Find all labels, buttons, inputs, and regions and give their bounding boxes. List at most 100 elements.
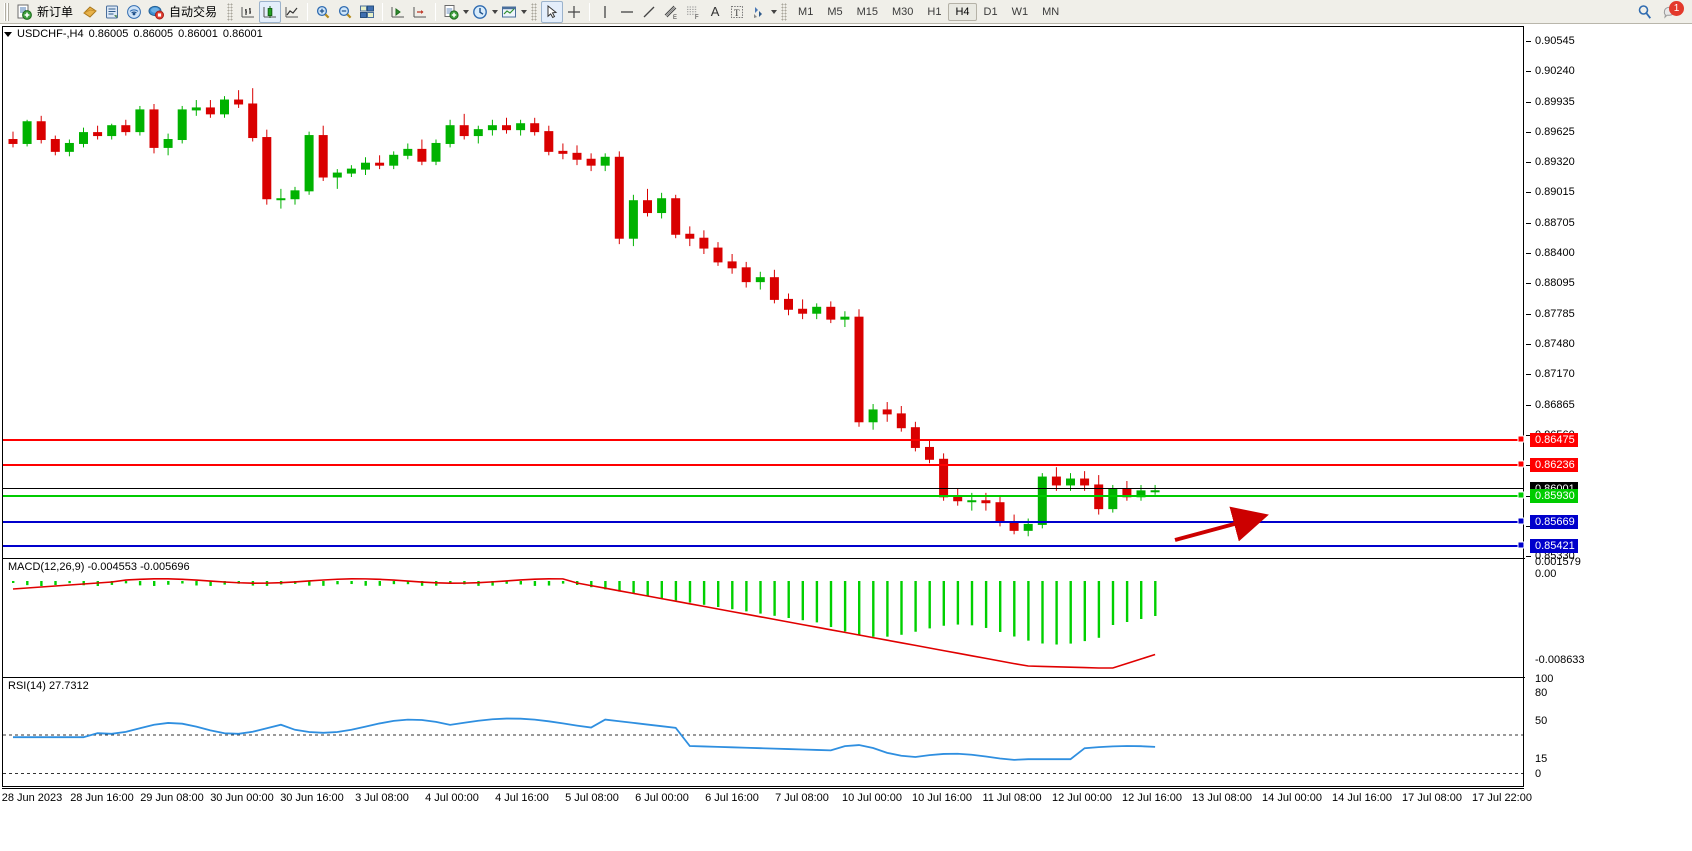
timeframe-m1[interactable]: M1 bbox=[798, 5, 814, 18]
text-label-button[interactable]: T bbox=[726, 1, 748, 23]
candlestick-chart-button[interactable] bbox=[259, 0, 282, 23]
signals-button[interactable] bbox=[123, 1, 145, 23]
plot-frame[interactable]: MACD(12,26,9) -0.004553 -0.005696 RSI(14… bbox=[2, 26, 1525, 787]
chart-symbol-header[interactable]: USDCHF-,H4 0.86005 0.86005 0.86001 0.860… bbox=[4, 28, 263, 40]
time-axis[interactable]: 28 Jun 2023 28 Jun 16:00 29 Jun 08:00 30 Ju… bbox=[2, 789, 1532, 809]
timeframe-mn[interactable]: MN bbox=[1042, 5, 1060, 18]
macd-histogram-bar bbox=[1013, 581, 1016, 637]
price-line-support-green[interactable] bbox=[3, 495, 1523, 497]
toolbar-grip-2[interactable] bbox=[227, 2, 234, 21]
price-line-handle[interactable] bbox=[1517, 435, 1525, 443]
price-line-resistance-2[interactable] bbox=[3, 464, 1523, 466]
notifications-button[interactable]: 1 bbox=[1662, 0, 1684, 21]
toolbar-grip-4[interactable] bbox=[781, 2, 788, 21]
macd-histogram-bar bbox=[745, 581, 748, 612]
price-line-support-blue-1[interactable] bbox=[3, 521, 1523, 523]
macd-signal-line bbox=[12, 578, 1156, 669]
time-axis-label: 10 Jul 00:00 bbox=[842, 792, 902, 804]
templates-dropdown-arrow[interactable] bbox=[521, 9, 528, 14]
price-axis-tick bbox=[1526, 192, 1531, 194]
timeframe-h4[interactable]: H4 bbox=[948, 2, 977, 21]
timeframe-w1[interactable]: W1 bbox=[1011, 5, 1029, 18]
horizontal-line-button[interactable] bbox=[616, 1, 638, 23]
candle-body bbox=[643, 200, 652, 214]
price-line-handle[interactable] bbox=[1517, 491, 1525, 499]
ohlc-high: 0.86005 bbox=[133, 28, 174, 40]
chart-menu-triangle-icon[interactable] bbox=[4, 31, 12, 37]
toolbar-grip[interactable] bbox=[3, 2, 10, 21]
candle-body bbox=[572, 152, 582, 160]
candle-body bbox=[1066, 478, 1075, 486]
price-line-handle[interactable] bbox=[1517, 460, 1525, 468]
crosshair-button[interactable] bbox=[563, 1, 585, 23]
zoom-in-button[interactable] bbox=[312, 1, 334, 23]
cursor-button[interactable] bbox=[541, 0, 564, 23]
autotrading-button[interactable]: 自动交易 bbox=[145, 1, 223, 23]
search-icon[interactable] bbox=[1636, 3, 1654, 21]
macd-histogram-bar bbox=[1069, 581, 1072, 644]
toolbar-grip-3[interactable] bbox=[531, 2, 538, 21]
price-line-current-price[interactable] bbox=[3, 488, 1523, 489]
add-indicator-dropdown-arrow[interactable] bbox=[463, 9, 470, 14]
add-indicator-button[interactable] bbox=[440, 1, 462, 23]
macd-histogram-bar bbox=[618, 581, 621, 592]
timeframe-d1[interactable]: D1 bbox=[983, 5, 998, 18]
price-tag-support-blue-2[interactable]: 0.85421 bbox=[1530, 539, 1578, 553]
candle-body bbox=[953, 496, 963, 502]
candle-body bbox=[403, 148, 413, 156]
price-tag-support-blue-1[interactable]: 0.85669 bbox=[1530, 515, 1578, 529]
trendline-icon bbox=[643, 6, 655, 17]
templates-button[interactable] bbox=[498, 1, 520, 23]
data-window-button[interactable] bbox=[101, 1, 123, 23]
objects-button[interactable] bbox=[748, 1, 770, 23]
macd-histogram-bar bbox=[702, 581, 706, 605]
price-line-resistance-1[interactable] bbox=[3, 439, 1523, 441]
zoom-out-button[interactable] bbox=[334, 1, 356, 23]
candle-body bbox=[1051, 476, 1061, 486]
timeframe-m30[interactable]: M30 bbox=[892, 5, 914, 18]
macd-histogram-bar bbox=[322, 581, 325, 586]
macd-histogram-bar bbox=[590, 581, 593, 588]
price-axis-tick bbox=[1526, 222, 1531, 224]
tile-windows-button[interactable] bbox=[356, 1, 378, 23]
candle-body bbox=[1150, 490, 1160, 493]
scroll-end-button[interactable] bbox=[387, 1, 409, 23]
candle-body bbox=[431, 142, 441, 162]
shift-end-button[interactable] bbox=[409, 1, 431, 23]
macd-histogram-bar bbox=[195, 581, 198, 586]
timeframe-m5[interactable]: M5 bbox=[827, 5, 843, 18]
trendline-button[interactable] bbox=[638, 1, 660, 23]
chart-area[interactable]: MACD(12,26,9) -0.004553 -0.005696 RSI(14… bbox=[0, 24, 1692, 851]
price-tag-support-green[interactable]: 0.85930 bbox=[1530, 489, 1578, 503]
vertical-line-button[interactable] bbox=[594, 1, 616, 23]
period-dropdown-arrow[interactable] bbox=[492, 9, 499, 14]
candle-body bbox=[896, 413, 906, 429]
pane-separator-macd bbox=[3, 558, 1525, 559]
candle-body bbox=[417, 148, 427, 162]
bar-chart-button[interactable] bbox=[237, 1, 259, 23]
equidistant-channel-button[interactable]: E bbox=[660, 1, 682, 23]
new-order-button[interactable]: 新订单 bbox=[13, 1, 79, 23]
macd-histogram-bar bbox=[674, 581, 678, 601]
timeframe-h1[interactable]: H1 bbox=[927, 5, 942, 18]
time-axis-label: 6 Jul 00:00 bbox=[635, 792, 689, 804]
macd-histogram-bar bbox=[604, 581, 607, 590]
price-axis[interactable]: 0.90545 0.90240 0.89935 0.89625 0.89320 0.890… bbox=[1526, 26, 1690, 787]
fibonacci-button[interactable]: F bbox=[682, 1, 704, 23]
macd-indicator bbox=[12, 578, 1157, 669]
line-chart-icon bbox=[285, 6, 299, 17]
price-tag-resistance-1[interactable]: 0.86475 bbox=[1530, 433, 1578, 447]
price-line-handle[interactable] bbox=[1517, 541, 1525, 549]
period-button[interactable] bbox=[469, 1, 491, 23]
text-button[interactable]: A bbox=[704, 1, 726, 23]
price-line-handle[interactable] bbox=[1517, 517, 1525, 525]
candle-body bbox=[220, 99, 229, 115]
objects-dropdown-arrow[interactable] bbox=[771, 9, 778, 14]
price-tag-resistance-2[interactable]: 0.86236 bbox=[1530, 458, 1578, 472]
timeframe-m15[interactable]: M15 bbox=[856, 5, 878, 18]
expert-advisors-button[interactable] bbox=[79, 1, 101, 23]
macd-histogram-bar bbox=[984, 581, 988, 628]
price-line-support-blue-2[interactable] bbox=[3, 545, 1523, 547]
candle-body bbox=[1037, 476, 1047, 525]
line-chart-button[interactable] bbox=[281, 1, 303, 23]
